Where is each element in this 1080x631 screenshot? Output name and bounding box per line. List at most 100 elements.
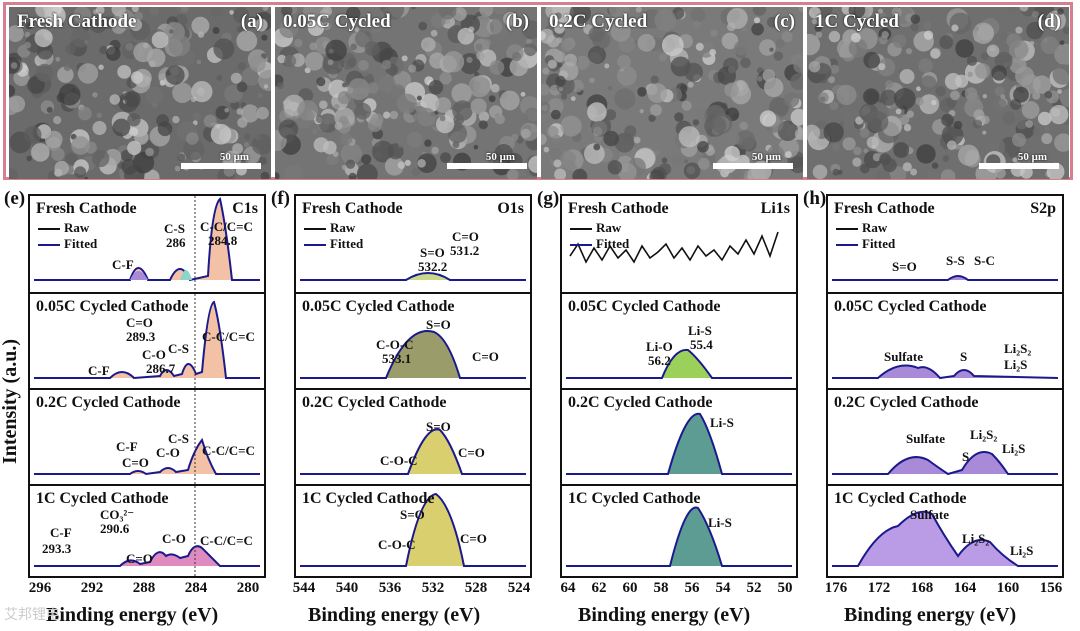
tick-label: 288 — [132, 580, 156, 596]
peak-label: 56.2 — [648, 353, 671, 368]
spectrum-row: 0.05C Cycled Cathode S=O C-O-C 533.1 C=O — [296, 292, 530, 388]
peak-label: C=O — [122, 455, 149, 470]
sem-image-strip: Fresh Cathode (a) 50 μm 0.05C Cycled (b)… — [3, 2, 1073, 180]
peak-label: S — [960, 349, 968, 364]
peak-label: Li-S — [708, 515, 732, 530]
element-label: S2p — [1030, 200, 1056, 217]
row-title: 0.2C Cycled Cathode — [568, 394, 713, 411]
tick-label: 156 — [1039, 580, 1063, 596]
row-title: 0.2C Cycled Cathode — [834, 394, 979, 411]
tick-label: 62 — [591, 580, 607, 596]
row-title: 0.2C Cycled Cathode — [36, 394, 181, 411]
tick-label: 168 — [910, 580, 934, 596]
peak-label: C-O — [156, 445, 180, 460]
tick-label: 60 — [622, 580, 638, 596]
tick-label: 528 — [464, 580, 488, 596]
panel-tag: (d) — [1037, 11, 1061, 32]
tick-label: 292 — [80, 580, 104, 596]
peak-label: Li-S — [710, 415, 734, 430]
x-axis-ticks-s2p: 176 172 168 164 160 156 — [825, 580, 1064, 604]
peak-label: C=O — [126, 315, 153, 330]
tick-label: 532 — [421, 580, 445, 596]
spectrum-row: 0.05C Cycled Cathode C=O 289.3 C-O 286.7… — [30, 292, 264, 388]
spectrum-row: 0.05C Cycled Cathode Li-O 56.2 Li-S 55.4 — [562, 292, 796, 388]
peak-label: C-F — [50, 525, 72, 540]
xps-panel-li1s: Fresh Cathode Li1s Raw Fitted 0.05C Cycl… — [560, 194, 798, 578]
element-label: C1s — [232, 200, 258, 217]
peak-label: Li₂S₂ — [970, 427, 998, 442]
peak-label: C-C/C=C — [202, 443, 255, 458]
row-title: 0.05C Cycled Cathode — [834, 298, 987, 315]
peak-label: C=O — [472, 349, 499, 364]
peak-label: C-O — [162, 531, 186, 546]
spectrum-row: 1C Cycled Cathode Sulfate Li₂S₂ Li₂S — [828, 484, 1062, 576]
tick-label: 160 — [996, 580, 1020, 596]
peak-label: Li-S — [688, 323, 712, 338]
row-title: 1C Cycled Cathode — [36, 490, 169, 507]
peak-label: CO₃²⁻ — [100, 507, 135, 522]
sem-texture — [9, 7, 271, 179]
x-axis-label: Binding energy (eV) — [578, 604, 751, 626]
row-title: Fresh Cathode — [834, 200, 935, 217]
legend-raw: Raw — [304, 220, 355, 236]
panel-tag-g: (g) — [537, 188, 560, 209]
panel-tag: (b) — [505, 11, 529, 32]
peak-label: S=O — [400, 507, 425, 522]
peak-label: C-O-C — [378, 537, 416, 552]
peak-label: S=O — [892, 259, 917, 274]
peak-label: Sulfate — [884, 349, 923, 364]
scale-bar-label: 50 μm — [751, 151, 781, 163]
peak-label: Li₂S — [1002, 441, 1026, 456]
watermark: 艾邦锂电 — [4, 607, 60, 623]
row-title: 1C Cycled Cathode — [302, 490, 435, 507]
legend-fitted: Fitted — [304, 236, 363, 252]
sem-image-d: 1C Cycled (d) 50 μm — [807, 7, 1069, 179]
peak-label: C-C/C=C — [200, 219, 253, 234]
peak-label: 55.4 — [690, 337, 713, 352]
row-title: Fresh Cathode — [568, 200, 669, 217]
tick-label: 540 — [335, 580, 359, 596]
tick-label: 280 — [236, 580, 260, 596]
peak-label: C=O — [452, 229, 479, 244]
tick-label: 56 — [684, 580, 700, 596]
x-axis-ticks-o1s: 544 540 536 532 528 524 — [293, 580, 532, 604]
peak-label: 293.3 — [42, 541, 72, 556]
tick-label: 50 — [777, 580, 793, 596]
peak-label: Li₂S — [1004, 357, 1028, 372]
x-axis-ticks-li1s: 64 62 60 58 56 54 52 50 — [560, 580, 798, 604]
peak-label: 284.8 — [208, 233, 238, 248]
peak-label: 533.1 — [382, 351, 412, 366]
sem-image-a: Fresh Cathode (a) 50 μm — [9, 7, 271, 179]
x-axis-ticks-c1s: 296 292 288 284 280 — [28, 580, 266, 604]
peak-label: C-C/C=C — [202, 329, 255, 344]
tick-label: 172 — [867, 580, 891, 596]
peak-label: C-O — [142, 347, 166, 362]
scale-bar — [447, 163, 527, 169]
row-title: 1C Cycled Cathode — [568, 490, 701, 507]
row-title: 0.05C Cycled Cathode — [36, 298, 189, 315]
spectrum-row: Fresh Cathode S2p Raw Fitted S=O S-S S-C — [828, 196, 1062, 292]
sem-label: 0.2C Cycled — [549, 11, 648, 32]
peak-label: 286.7 — [146, 361, 176, 376]
peak-label: C-F — [116, 439, 138, 454]
peak-label: C-O-C — [376, 337, 414, 352]
scale-bar — [713, 163, 793, 169]
peak-label: Sulfate — [910, 507, 949, 522]
peak-label: 286 — [166, 235, 186, 250]
peak-label: 290.6 — [100, 521, 130, 536]
peak-label: C=O — [126, 551, 153, 566]
peak-label: S=O — [426, 419, 451, 434]
panel-tag: (a) — [240, 11, 263, 32]
tick-label: 58 — [653, 580, 669, 596]
peak-label: C-C/C=C — [200, 533, 253, 548]
tick-label: 296 — [28, 580, 52, 596]
peak-label: C=O — [458, 445, 485, 460]
spectrum-row: 1C Cycled Cathode Li-S — [562, 484, 796, 576]
xps-panel-s2p: Fresh Cathode S2p Raw Fitted S=O S-S S-C… — [826, 194, 1064, 578]
panel-tag-f: (f) — [271, 188, 290, 209]
row-title: 0.2C Cycled Cathode — [302, 394, 447, 411]
sem-texture — [541, 7, 803, 179]
y-axis-label: Intensity (a.u.) — [0, 338, 22, 465]
scale-bar-label: 50 μm — [485, 151, 515, 163]
legend-fitted: Fitted — [570, 236, 629, 252]
